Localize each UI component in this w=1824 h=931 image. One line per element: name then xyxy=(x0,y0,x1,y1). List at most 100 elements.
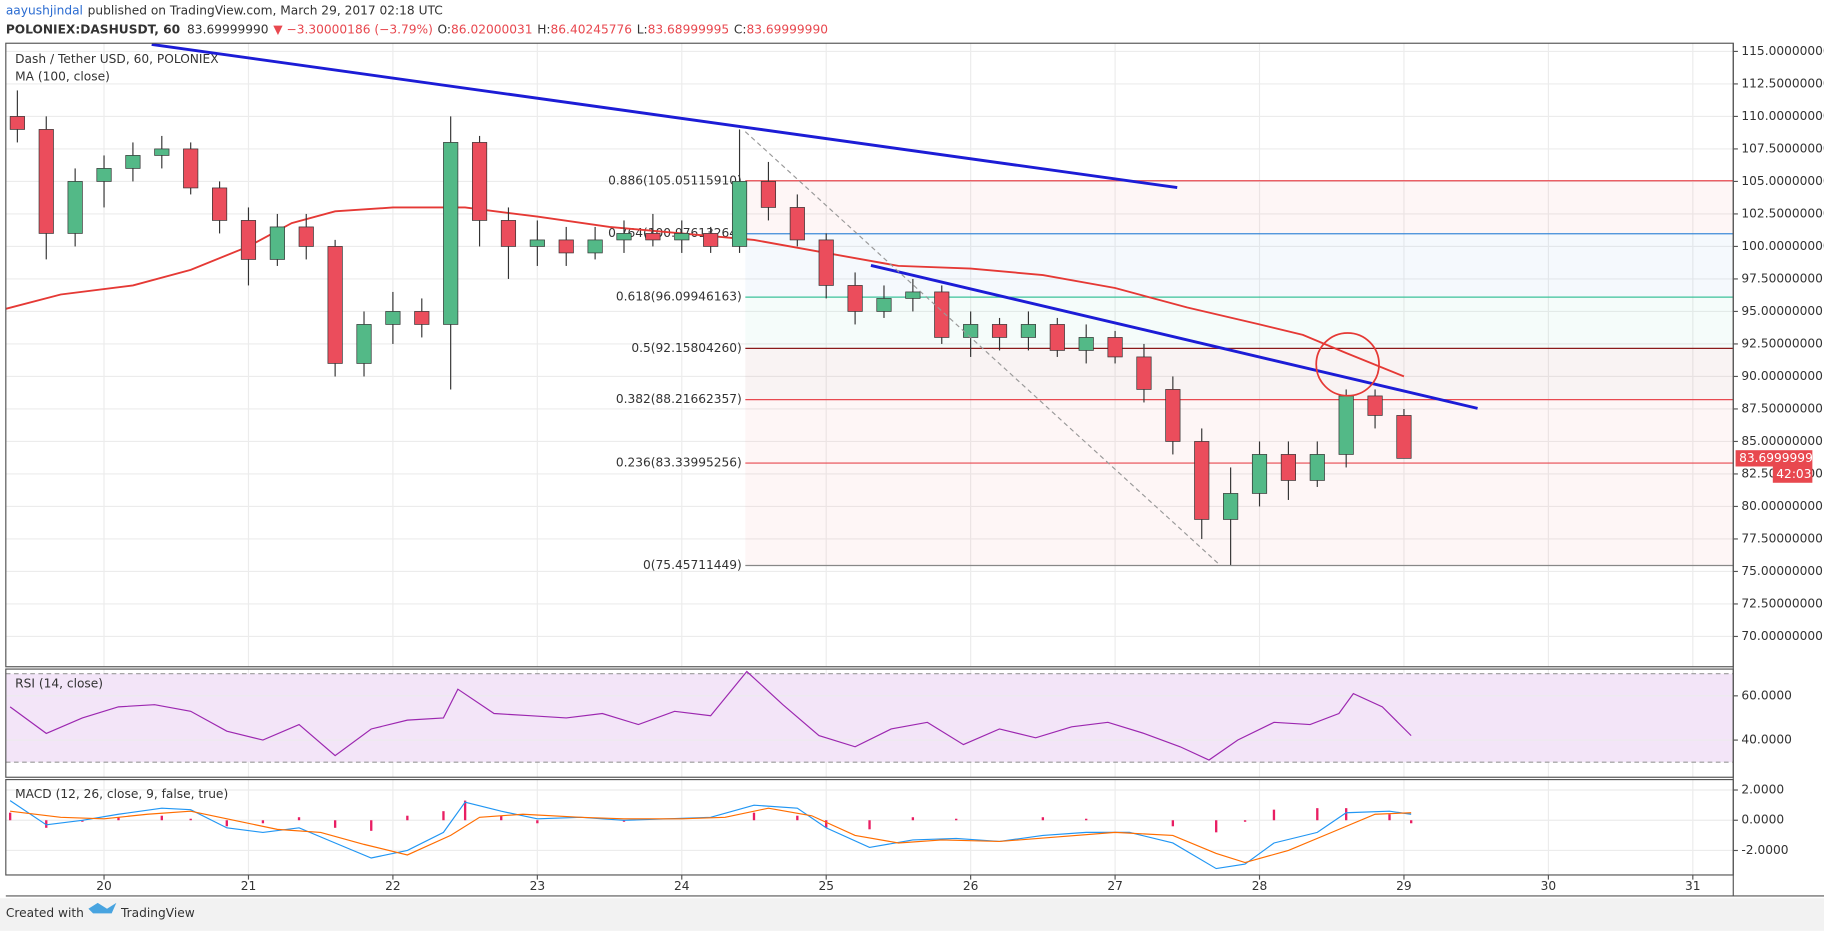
published: published on TradingView.com, March 29, … xyxy=(88,3,443,17)
candle-body xyxy=(414,311,430,325)
y-tick-label: 112.50000000 xyxy=(1741,76,1824,90)
macd-histogram-bar xyxy=(500,815,503,821)
y-tick-label: 110.00000000 xyxy=(1741,109,1824,123)
candle-body xyxy=(327,246,343,364)
candle-body xyxy=(616,233,632,241)
macd-histogram-bar xyxy=(622,820,626,822)
x-tick-label: 22 xyxy=(385,879,401,893)
y-tick-label: 102.50000000 xyxy=(1741,206,1824,220)
macd-histogram-bar xyxy=(8,812,12,821)
candle-body xyxy=(1078,337,1094,351)
candle-body xyxy=(471,142,488,221)
macd-line xyxy=(10,807,1412,864)
pane-title: Dash / Tether USD, 60, POLONIEX xyxy=(15,52,219,66)
macd-histogram-bar xyxy=(868,820,871,830)
macd-histogram-bar xyxy=(955,818,958,821)
candle-body xyxy=(443,142,459,325)
candle-body xyxy=(500,220,517,247)
candle-body xyxy=(703,233,719,247)
candle-body xyxy=(1107,337,1123,358)
header-line-2: POLONIEX:DASHUSDT, 60 83.69999990 ▼ −3.300… xyxy=(6,22,828,36)
ohlc-key: H: xyxy=(537,22,550,36)
macd-histogram-bar xyxy=(1041,817,1045,821)
footer-bar xyxy=(0,898,1824,931)
countdown-label: 42:03 xyxy=(1776,467,1811,481)
macd-histogram-bar xyxy=(1171,820,1175,827)
candle-body xyxy=(1223,493,1239,520)
macd-histogram-bar xyxy=(1243,820,1247,822)
candle-body xyxy=(125,155,141,169)
candle-body xyxy=(731,181,748,247)
ohlc-key: L: xyxy=(637,22,648,36)
macd-histogram-bar xyxy=(1345,808,1348,821)
candle-body xyxy=(67,181,83,234)
last-price-label: 83.69999990 xyxy=(1739,451,1821,465)
tradingview-logo[interactable] xyxy=(88,902,117,914)
x-tick-label: 24 xyxy=(674,879,690,893)
y-tick-label: 80.00000000 xyxy=(1741,499,1823,513)
macd-histogram-bar xyxy=(81,820,84,822)
macd-histogram-bar xyxy=(225,820,228,827)
indicator-title: MA (100, close) xyxy=(15,69,110,83)
candle-body xyxy=(269,226,285,260)
footer-brand[interactable]: TradingView xyxy=(120,906,195,920)
candle-body xyxy=(1367,395,1383,416)
candle-body xyxy=(96,168,112,182)
x-tick-label: 28 xyxy=(1252,879,1268,893)
pane-title: MACD (12, 26, close, 9, false, true) xyxy=(15,787,228,801)
x-tick-label: 25 xyxy=(818,879,834,893)
candle-body xyxy=(963,324,979,338)
y-tick-label: 87.50000000 xyxy=(1741,401,1823,415)
x-tick-label: 21 xyxy=(241,879,257,893)
macd-histogram-bar xyxy=(1272,809,1276,821)
macd-histogram-bar xyxy=(370,820,373,831)
footer-created: Created with xyxy=(6,906,84,920)
macd-histogram-bar xyxy=(1388,814,1391,821)
macd-histogram-bar xyxy=(297,817,301,821)
x-tick-label: 31 xyxy=(1685,879,1701,893)
candle-body xyxy=(876,298,892,312)
macd-histogram-bar xyxy=(333,820,337,828)
fib-label: 0.618(96.09946163) xyxy=(616,290,742,304)
x-tick-label: 30 xyxy=(1541,879,1557,893)
macd-histogram-bar xyxy=(825,820,828,828)
last-price-box xyxy=(1735,450,1813,467)
fib-label: 0.382(88.21662357) xyxy=(616,392,742,406)
candle-body xyxy=(212,187,228,221)
candle-body xyxy=(385,311,401,325)
candle-body xyxy=(356,324,372,364)
rsi-line xyxy=(9,670,1412,761)
macd-histogram-bar xyxy=(406,815,409,821)
symbol: POLONIEX:DASHUSDT, 60 xyxy=(6,22,180,36)
macd-histogram-bar xyxy=(45,820,48,828)
ohlc-value: 83.69999990 xyxy=(746,22,828,36)
y-tick-label: -2.0000 xyxy=(1741,843,1788,857)
y-tick-label: 95.00000000 xyxy=(1741,304,1823,318)
fib-label: 0.5(92.15804260) xyxy=(631,341,741,355)
macd-histogram-bar xyxy=(1316,808,1319,821)
ohlc-value: 86.02000031 xyxy=(451,22,533,36)
y-tick-label: 40.0000 xyxy=(1741,733,1791,747)
highlight-circle xyxy=(1315,332,1380,397)
y-tick-label: 107.50000000 xyxy=(1741,141,1824,155)
x-tick-label: 26 xyxy=(963,879,979,893)
y-tick-label: 2.0000 xyxy=(1741,783,1784,797)
ohlc-value: 83.68999995 xyxy=(648,22,730,36)
macd-histogram-bar xyxy=(160,815,163,821)
x-tick-label: 20 xyxy=(96,879,112,893)
macd-histogram-bar xyxy=(463,800,467,821)
candle-body xyxy=(645,233,661,241)
candle-body xyxy=(587,239,603,254)
fib-label: 0.236(83.33995256) xyxy=(616,456,742,470)
countdown-box xyxy=(1772,466,1813,483)
candle-body xyxy=(38,129,54,234)
author[interactable]: aayushjindal xyxy=(6,3,83,17)
fib-diagonal xyxy=(744,131,1220,565)
candle-body xyxy=(298,226,314,247)
candle-body xyxy=(1280,454,1296,481)
x-tick-label: 27 xyxy=(1107,879,1123,893)
x-tick-label: 29 xyxy=(1396,879,1412,893)
price: 83.69999990 xyxy=(187,22,269,36)
